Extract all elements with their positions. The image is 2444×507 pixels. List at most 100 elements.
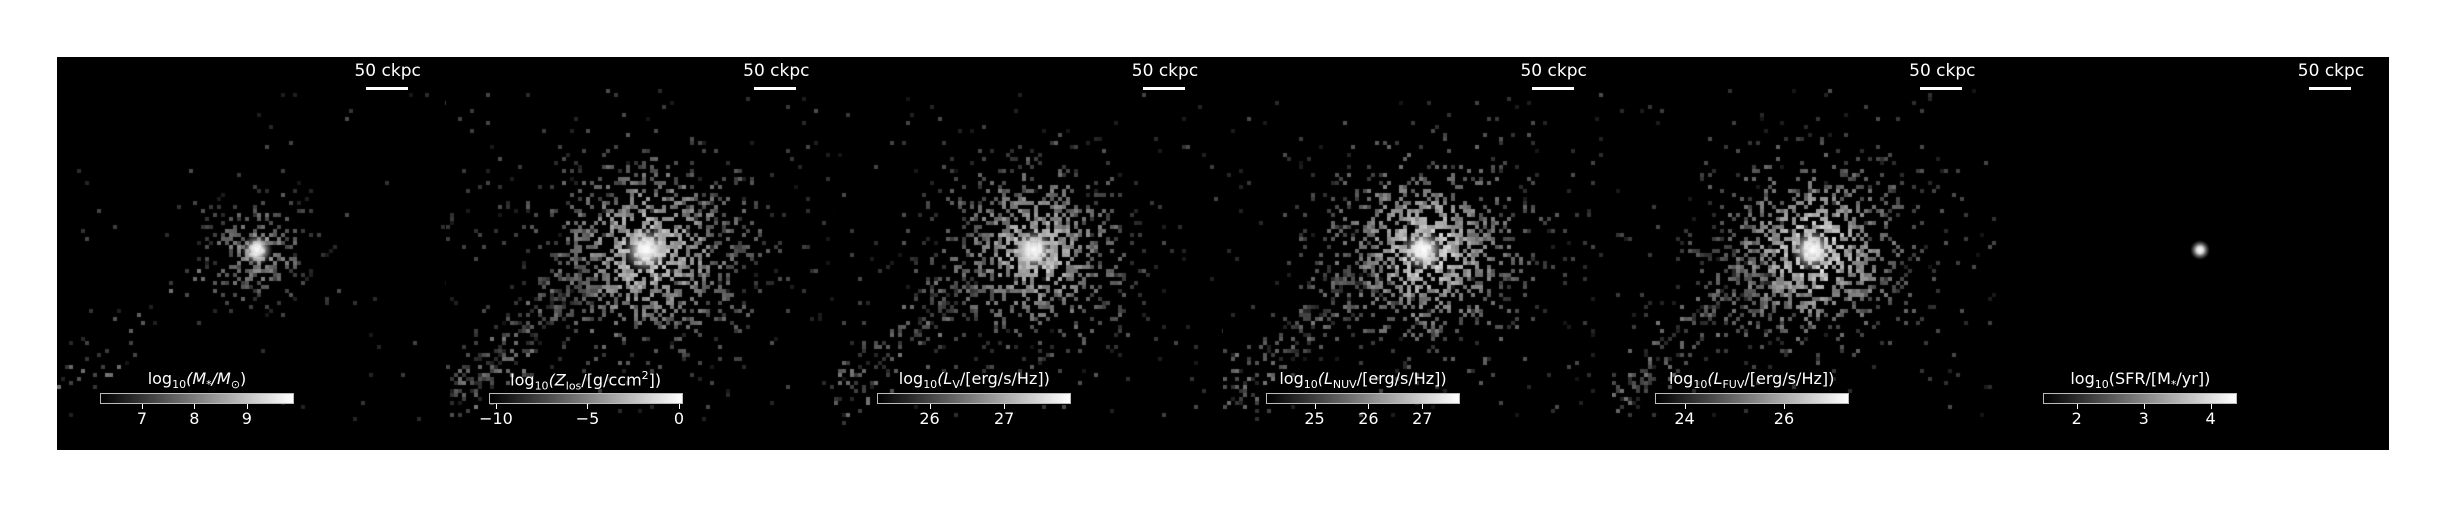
colorbar-label-log: log: [898, 369, 924, 388]
colorbar-tick-label: 0: [673, 409, 685, 428]
scale-bar-label: 50 ckpc: [354, 61, 421, 81]
scale-bar: [754, 87, 797, 90]
colorbar-label-log: log: [1668, 369, 1694, 388]
colorbar-tick-label: 9: [241, 409, 252, 428]
image-strip: 50 ckpc log10(M*/M⊙) 7 8 9 50 ckpc log10…: [57, 57, 2389, 450]
colorbar-tick-label: 26: [1358, 409, 1379, 428]
colorbar-tick-label: 4: [2205, 409, 2216, 428]
colorbar-label-star: *: [206, 378, 212, 392]
scale-bar: [2308, 87, 2351, 90]
colorbar-tick-label: 24: [1674, 409, 1695, 428]
colorbar-tick: [2076, 404, 2078, 409]
colorbar-label-sub: 10: [534, 379, 549, 393]
colorbar-tick: [1684, 404, 1686, 409]
panel-fuv-luminosity: 50 ckpc log10(LFUV/[erg/s/Hz]) 24 26: [1611, 57, 2001, 450]
colorbar-tick-label: 27: [1412, 409, 1433, 428]
colorbar-label-sub2: FUV: [1722, 378, 1745, 392]
scale-bar-label: 50 ckpc: [2297, 61, 2365, 81]
colorbar-label-sub2: los: [565, 379, 582, 393]
colorbar-label-body: (SFR/[M: [2108, 369, 2171, 388]
colorbar-label-sub2: NUV: [1332, 378, 1357, 392]
colorbar-label-end: /[erg/s/Hz]): [1356, 369, 1447, 388]
colorbar-tick-label: 27: [993, 409, 1015, 428]
metallicity-map: [445, 57, 835, 450]
colorbar-tick: [141, 404, 143, 409]
colorbar-tick-label: 8: [189, 409, 200, 428]
colorbar-label-sub: 10: [1303, 378, 1318, 392]
colorbar-label-sub: 10: [923, 378, 938, 392]
colorbar-tick-label: 25: [1304, 409, 1325, 428]
fuv-map: [1611, 57, 2001, 450]
colorbar-tick: [1004, 404, 1006, 409]
colorbar: [1654, 393, 1849, 404]
colorbar-tick-label: −5: [575, 409, 600, 428]
colorbar-label-sun: ⊙: [230, 378, 241, 392]
colorbar-tick: [587, 404, 589, 409]
colorbar-label-close: ]): [648, 370, 662, 390]
colorbar-label-sub: 10: [1693, 378, 1708, 392]
colorbar-tick: [495, 404, 497, 409]
colorbar-label: log10(Zlos/[g/ccm2]): [486, 369, 686, 393]
colorbar-label-body: (M: [186, 369, 207, 388]
colorbar-label: log10(LV/[erg/s/Hz]): [874, 369, 1074, 391]
sfr-map: [2000, 57, 2389, 450]
colorbar-label-body: (L: [1707, 369, 1723, 388]
colorbar-tick: [1783, 404, 1785, 409]
colorbar-label-sub2: V: [952, 378, 960, 392]
colorbar-label-log: log: [1279, 369, 1304, 388]
colorbar-tick-label: −10: [479, 409, 513, 428]
colorbar-tick: [678, 404, 680, 409]
colorbar-tick: [1314, 404, 1316, 409]
scale-bar: [365, 87, 408, 90]
colorbar: [488, 393, 683, 404]
colorbar-label-log: log: [510, 370, 535, 390]
panel-v-band-luminosity: 50 ckpc log10(LV/[erg/s/Hz]) 26 27: [834, 57, 1223, 450]
colorbar-tick-label: 26: [1773, 409, 1795, 428]
colorbar-tick: [1422, 404, 1424, 409]
colorbar-tick: [246, 404, 248, 409]
colorbar-tick: [1368, 404, 1370, 409]
colorbar-label-end: ): [240, 369, 247, 388]
panel-metallicity: 50 ckpc log10(Zlos/[g/ccm2]) −10 −5 0: [445, 57, 835, 450]
colorbar: [1266, 393, 1460, 404]
colorbar-tick: [929, 404, 931, 409]
colorbar-label-log: log: [147, 369, 173, 388]
colorbar-label-body: (L: [937, 369, 953, 388]
scale-bar-label: 50 ckpc: [1520, 61, 1587, 81]
colorbar-tick-label: 3: [2138, 409, 2149, 428]
colorbar: [100, 393, 294, 404]
colorbar-label-body: (Z: [548, 370, 566, 390]
colorbar-label: log10(SFR/[M*/yr]): [2040, 369, 2240, 391]
colorbar-label: log10(M*/M⊙): [97, 369, 297, 391]
colorbar-tick-label: 2: [2071, 409, 2082, 428]
scale-bar: [1920, 87, 1963, 90]
colorbar-label-end: /[g/ccm: [581, 370, 642, 390]
scale-bar-label: 50 ckpc: [1909, 61, 1976, 81]
panel-stellar-mass: 50 ckpc log10(M*/M⊙) 7 8 9: [57, 57, 446, 450]
scale-bar-label: 50 ckpc: [1131, 61, 1199, 81]
colorbar-tick-label: 7: [136, 409, 148, 428]
v-band-map: [834, 57, 1223, 450]
colorbar-label-sub: 10: [2094, 378, 2109, 392]
colorbar: [2043, 393, 2238, 404]
nuv-map: [1223, 57, 1612, 450]
scale-bar: [1142, 87, 1185, 90]
panel-nuv-luminosity: 50 ckpc log10(LNUV/[erg/s/Hz]) 25 26 27: [1223, 57, 1612, 450]
colorbar-label-log: log: [2070, 369, 2095, 388]
colorbar-label-slash: /M: [211, 369, 231, 388]
panel-sfr: 50 ckpc log10(SFR/[M*/yr]) 2 3 4: [2000, 57, 2389, 450]
colorbar-label: log10(LFUV/[erg/s/Hz]): [1652, 369, 1852, 391]
stellar-mass-map: [57, 57, 446, 450]
colorbar-label-star: *: [2170, 378, 2177, 392]
scale-bar: [1531, 87, 1574, 90]
colorbar: [877, 393, 1072, 404]
colorbar-tick-label: 26: [919, 409, 940, 428]
colorbar-tick: [194, 404, 196, 409]
scale-bar-label: 50 ckpc: [743, 61, 810, 81]
colorbar-label-end: /[erg/s/Hz]): [959, 369, 1050, 388]
colorbar-label: log10(LNUV/[erg/s/Hz]): [1263, 369, 1463, 391]
colorbar-tick: [2210, 404, 2212, 409]
colorbar-label-sup: 2: [641, 369, 649, 382]
colorbar-label-end: /yr]): [2176, 369, 2211, 388]
colorbar-label-body: (L: [1317, 369, 1333, 388]
